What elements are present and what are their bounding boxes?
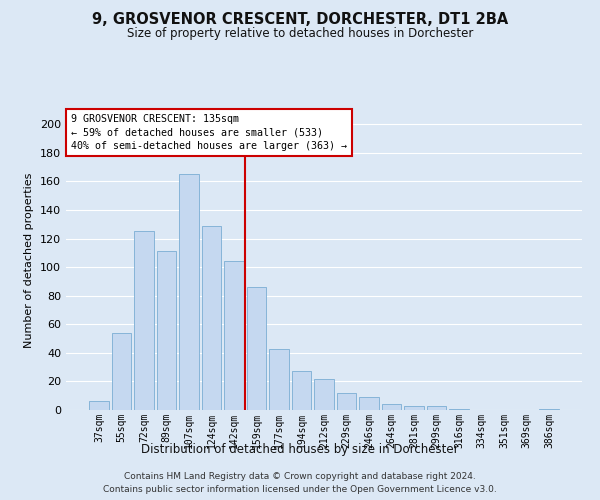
- Bar: [247, 287, 266, 410]
- Bar: [179, 174, 199, 410]
- Bar: [157, 252, 176, 410]
- Text: Contains HM Land Registry data © Crown copyright and database right 2024.: Contains HM Land Registry data © Crown c…: [124, 472, 476, 481]
- Bar: [449, 408, 469, 410]
- Bar: [382, 404, 401, 410]
- Text: 9, GROSVENOR CRESCENT, DORCHESTER, DT1 2BA: 9, GROSVENOR CRESCENT, DORCHESTER, DT1 2…: [92, 12, 508, 28]
- Bar: [314, 378, 334, 410]
- Bar: [404, 406, 424, 410]
- Bar: [112, 333, 131, 410]
- Bar: [292, 372, 311, 410]
- Bar: [269, 348, 289, 410]
- Text: 9 GROSVENOR CRESCENT: 135sqm
← 59% of detached houses are smaller (533)
40% of s: 9 GROSVENOR CRESCENT: 135sqm ← 59% of de…: [71, 114, 347, 151]
- Bar: [427, 406, 446, 410]
- Bar: [337, 393, 356, 410]
- Text: Size of property relative to detached houses in Dorchester: Size of property relative to detached ho…: [127, 28, 473, 40]
- Y-axis label: Number of detached properties: Number of detached properties: [25, 172, 34, 348]
- Bar: [359, 397, 379, 410]
- Bar: [89, 402, 109, 410]
- Bar: [134, 232, 154, 410]
- Text: Contains public sector information licensed under the Open Government Licence v3: Contains public sector information licen…: [103, 484, 497, 494]
- Bar: [202, 226, 221, 410]
- Bar: [539, 408, 559, 410]
- Bar: [224, 262, 244, 410]
- Text: Distribution of detached houses by size in Dorchester: Distribution of detached houses by size …: [141, 442, 459, 456]
